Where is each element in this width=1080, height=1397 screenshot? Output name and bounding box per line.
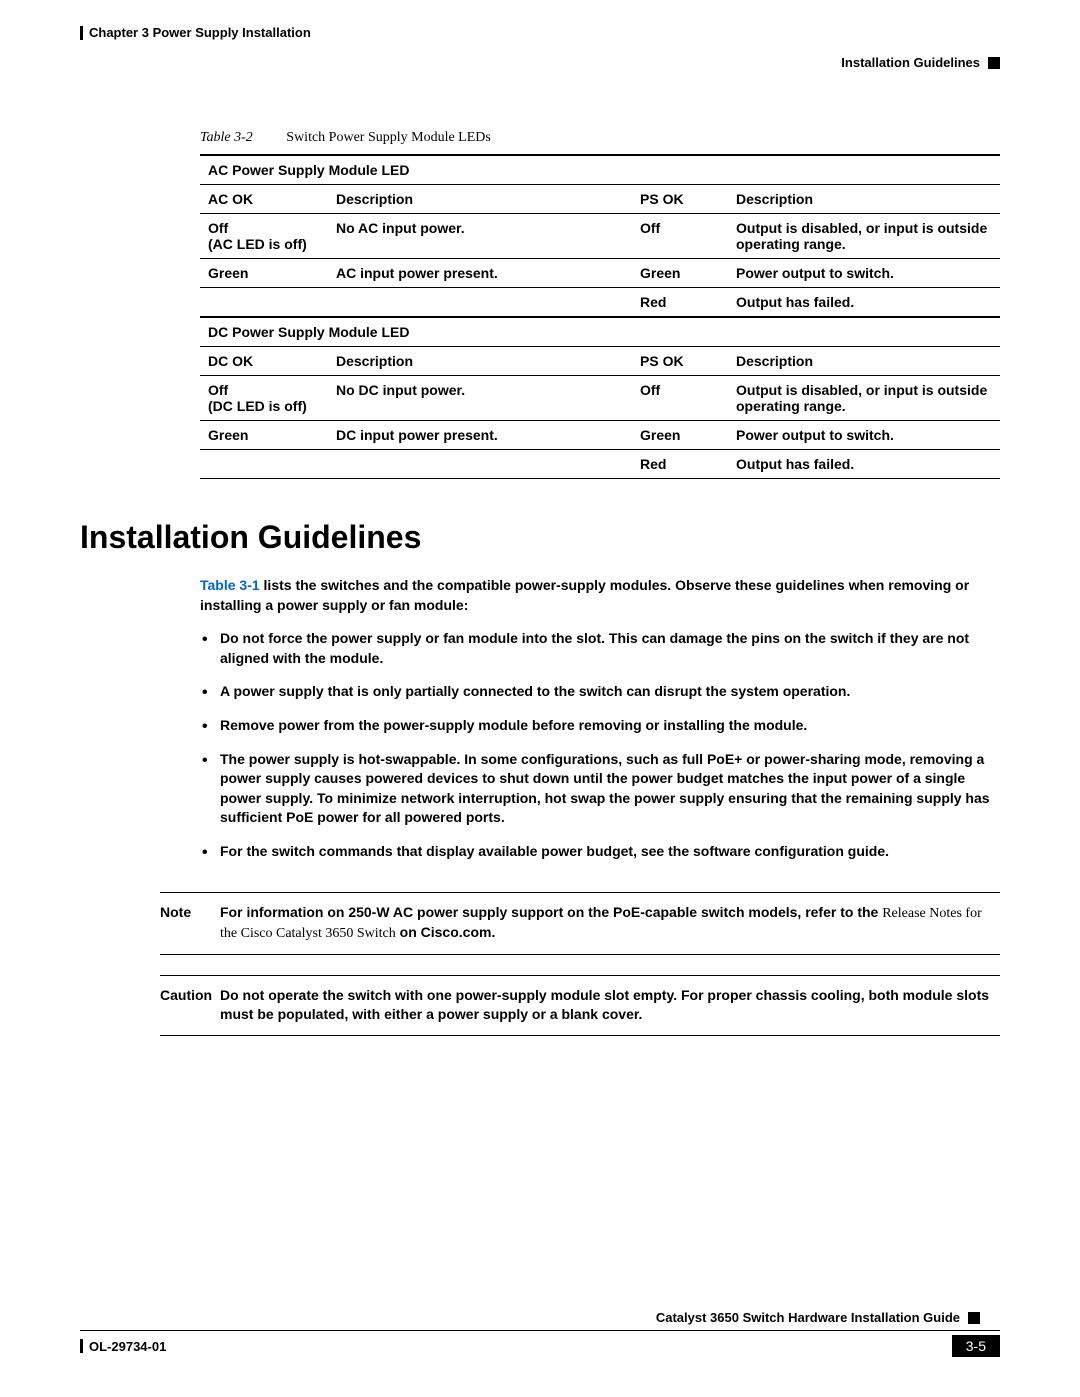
table-cell: No AC input power. bbox=[328, 214, 632, 259]
chapter-label: Chapter 3 Power Supply Installation bbox=[89, 25, 311, 40]
header-section: Installation Guidelines bbox=[841, 55, 1000, 70]
col-header: PS OK bbox=[632, 185, 728, 214]
table-cell: Output is disabled, or input is outside … bbox=[728, 214, 1000, 259]
guidelines-list: Do not force the power supply or fan mod… bbox=[200, 629, 1000, 861]
intro-paragraph: Table 3-1 lists the switches and the com… bbox=[200, 576, 1000, 615]
col-header: DC OK bbox=[200, 347, 328, 376]
table-cell: Off bbox=[632, 376, 728, 421]
list-item: The power supply is hot-swappable. In so… bbox=[220, 750, 1000, 828]
footer-book-title: Catalyst 3650 Switch Hardware Installati… bbox=[656, 1310, 960, 1325]
table-caption: Table 3-2 Switch Power Supply Module LED… bbox=[200, 130, 1000, 146]
footer-book: Catalyst 3650 Switch Hardware Installati… bbox=[656, 1310, 980, 1325]
table-cell: Output has failed. bbox=[728, 450, 1000, 479]
table-cell bbox=[328, 288, 632, 318]
table-number: Table 3-2 bbox=[200, 130, 253, 145]
caution-text: Do not operate the switch with one power… bbox=[220, 986, 1000, 1025]
dc-header-row: DC OK Description PS OK Description bbox=[200, 347, 1000, 376]
note-block: Note For information on 250-W AC power s… bbox=[160, 892, 1000, 955]
table-cell: Power output to switch. bbox=[728, 259, 1000, 288]
table-row: RedOutput has failed. bbox=[200, 450, 1000, 479]
footer-rule bbox=[80, 1330, 1000, 1331]
table-cell: Green bbox=[200, 259, 328, 288]
caution-label: Caution bbox=[160, 986, 220, 1025]
led-table: AC Power Supply Module LED AC OK Descrip… bbox=[200, 154, 1000, 479]
table-cell: Output has failed. bbox=[728, 288, 1000, 318]
note-label: Note bbox=[160, 903, 220, 944]
dc-section-header: DC Power Supply Module LED bbox=[200, 317, 1000, 347]
table-cell: No DC input power. bbox=[328, 376, 632, 421]
ac-header-row: AC OK Description PS OK Description bbox=[200, 185, 1000, 214]
table-cell: Green bbox=[200, 421, 328, 450]
table-cell: Green bbox=[632, 259, 728, 288]
footer-doc-number: OL-29734-01 bbox=[89, 1339, 166, 1354]
section-heading: Installation Guidelines bbox=[80, 519, 1000, 556]
table-cell: Red bbox=[632, 288, 728, 318]
list-item: Do not force the power supply or fan mod… bbox=[220, 629, 1000, 668]
table-cell: Power output to switch. bbox=[728, 421, 1000, 450]
header-bar-icon bbox=[80, 26, 83, 40]
page-number-badge: 3-5 bbox=[952, 1335, 1000, 1357]
list-item: Remove power from the power-supply modul… bbox=[220, 716, 1000, 736]
table-cell: Off (AC LED is off) bbox=[200, 214, 328, 259]
col-header: Description bbox=[728, 347, 1000, 376]
table-cell: Off (DC LED is off) bbox=[200, 376, 328, 421]
dc-section-row: DC Power Supply Module LED bbox=[200, 317, 1000, 347]
footer-row: OL-29734-01 3-5 bbox=[80, 1335, 1000, 1357]
col-header: Description bbox=[328, 347, 632, 376]
table-cell: AC input power present. bbox=[328, 259, 632, 288]
table-cell bbox=[200, 450, 328, 479]
section-label: Installation Guidelines bbox=[841, 55, 980, 70]
table-cell bbox=[328, 450, 632, 479]
table-row: GreenDC input power present.GreenPower o… bbox=[200, 421, 1000, 450]
ac-section-row: AC Power Supply Module LED bbox=[200, 155, 1000, 185]
intro-text: lists the switches and the compatible po… bbox=[200, 577, 969, 613]
table-cell: DC input power present. bbox=[328, 421, 632, 450]
note-text: For information on 250-W AC power supply… bbox=[220, 903, 1000, 944]
page-footer: Catalyst 3650 Switch Hardware Installati… bbox=[80, 1330, 1000, 1357]
footer-bar-icon bbox=[80, 1339, 83, 1353]
table-row: GreenAC input power present.GreenPower o… bbox=[200, 259, 1000, 288]
ac-section-header: AC Power Supply Module LED bbox=[200, 155, 1000, 185]
table-row: RedOutput has failed. bbox=[200, 288, 1000, 318]
col-header: Description bbox=[728, 185, 1000, 214]
table-title: Switch Power Supply Module LEDs bbox=[286, 130, 491, 145]
table-cell: Off bbox=[632, 214, 728, 259]
note-text-a: For information on 250-W AC power supply… bbox=[220, 904, 882, 920]
list-item: For the switch commands that display ava… bbox=[220, 842, 1000, 862]
header-square-icon bbox=[988, 57, 1000, 69]
table-cell: Red bbox=[632, 450, 728, 479]
list-item: A power supply that is only partially co… bbox=[220, 682, 1000, 702]
table-cell bbox=[200, 288, 328, 318]
caution-block: Caution Do not operate the switch with o… bbox=[160, 975, 1000, 1036]
table-link[interactable]: Table 3-1 bbox=[200, 577, 260, 593]
table-cell: Output is disabled, or input is outside … bbox=[728, 376, 1000, 421]
header-chapter: Chapter 3 Power Supply Installation bbox=[80, 25, 311, 40]
table-row: Off (AC LED is off)No AC input power.Off… bbox=[200, 214, 1000, 259]
footer-doc: OL-29734-01 bbox=[80, 1339, 166, 1354]
col-header: AC OK bbox=[200, 185, 328, 214]
page-content: Table 3-2 Switch Power Supply Module LED… bbox=[200, 130, 1000, 1056]
footer-square-icon bbox=[968, 1312, 980, 1324]
col-header: PS OK bbox=[632, 347, 728, 376]
note-text-b: on Cisco.com. bbox=[396, 924, 496, 940]
table-row: Off (DC LED is off)No DC input power.Off… bbox=[200, 376, 1000, 421]
col-header: Description bbox=[328, 185, 632, 214]
table-cell: Green bbox=[632, 421, 728, 450]
